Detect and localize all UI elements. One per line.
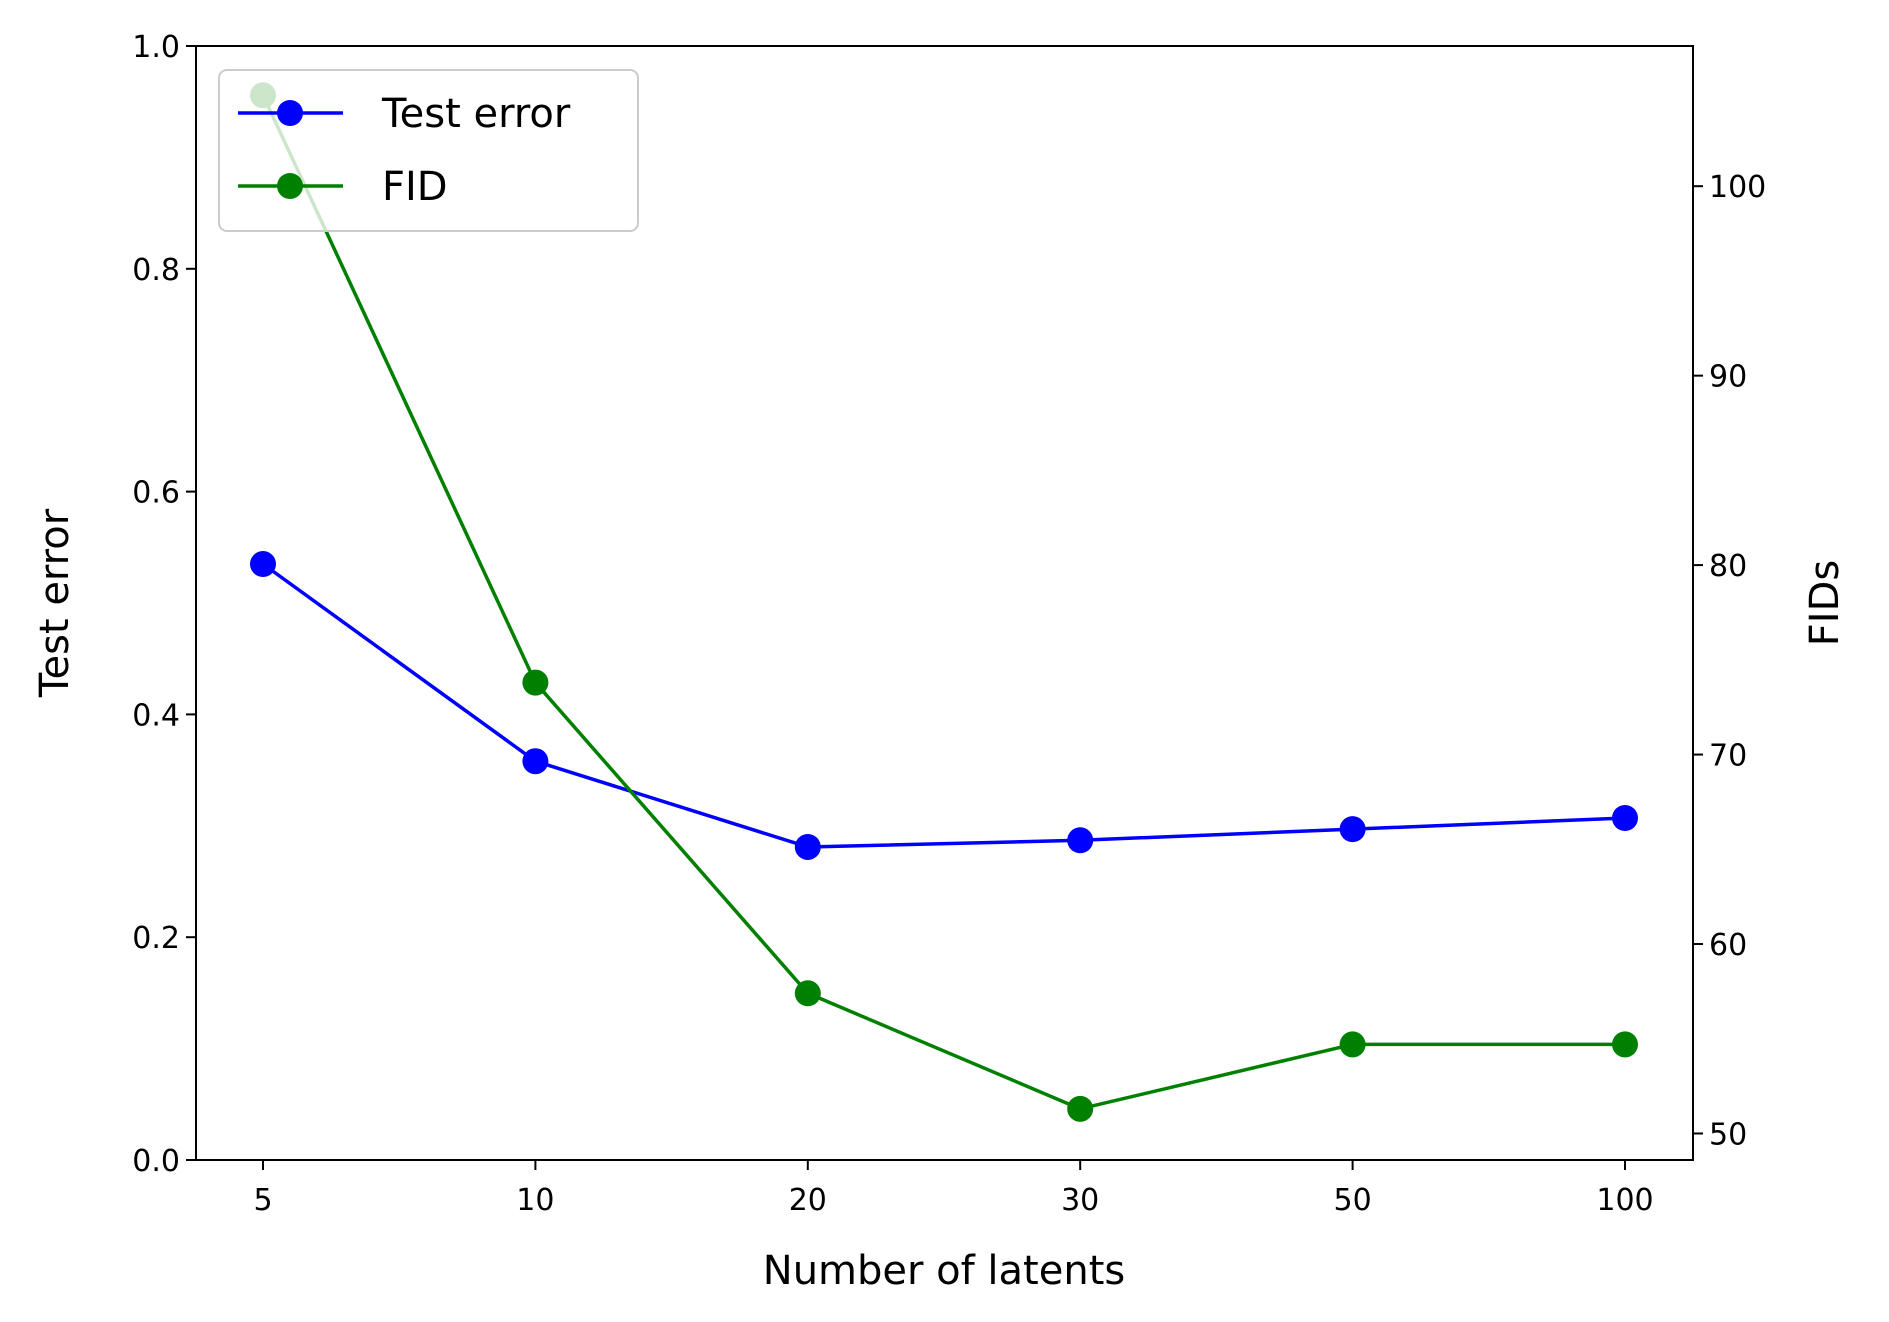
data-point-test-error bbox=[1067, 827, 1094, 854]
legend: Test error FID bbox=[218, 69, 639, 232]
right-tick-label: 90 bbox=[1709, 360, 1747, 395]
plot-marks bbox=[250, 82, 1638, 1122]
left-axis-ticks: 0.0 0.2 0.4 0.6 0.8 1.0 bbox=[132, 30, 196, 1179]
x-tick-label: 5 bbox=[253, 1183, 272, 1218]
legend-label-test-error: Test error bbox=[381, 91, 571, 137]
x-tick-label: 50 bbox=[1334, 1183, 1372, 1218]
legend-label-fid: FID bbox=[382, 164, 448, 210]
x-axis-ticks: 5 10 20 30 50 100 bbox=[253, 1160, 1654, 1218]
right-tick-label: 50 bbox=[1709, 1117, 1747, 1152]
left-tick-label: 0.0 bbox=[132, 1144, 180, 1179]
y-axis-title-right: FIDs bbox=[1802, 560, 1848, 646]
data-point-fid bbox=[522, 669, 549, 696]
right-tick-label: 80 bbox=[1709, 549, 1747, 584]
legend-marker-test-error bbox=[277, 100, 303, 126]
plot-frame bbox=[195, 45, 1694, 1161]
legend-box bbox=[218, 69, 639, 232]
legend-marker-fid bbox=[277, 173, 303, 199]
right-axis-ticks: 50 60 70 80 90 100 bbox=[1693, 170, 1766, 1152]
left-tick-label: 0.2 bbox=[132, 921, 180, 956]
data-point-test-error bbox=[1612, 805, 1638, 832]
left-tick-label: 1.0 bbox=[132, 30, 180, 65]
data-point-test-error bbox=[1339, 816, 1366, 843]
left-tick-label: 0.4 bbox=[132, 698, 180, 733]
x-tick-label: 20 bbox=[789, 1183, 827, 1218]
data-point-test-error bbox=[250, 551, 276, 578]
series-line-test-error bbox=[261, 562, 1626, 849]
data-point-fid bbox=[794, 980, 821, 1007]
right-tick-label: 70 bbox=[1709, 739, 1747, 774]
right-tick-label: 60 bbox=[1709, 928, 1747, 963]
right-tick-label: 100 bbox=[1709, 170, 1766, 205]
data-point-test-error bbox=[522, 748, 549, 775]
x-tick-label: 100 bbox=[1596, 1183, 1653, 1218]
x-axis-title: Number of latents bbox=[763, 1248, 1125, 1294]
x-tick-label: 10 bbox=[516, 1183, 554, 1218]
data-point-fid bbox=[1067, 1095, 1094, 1122]
left-tick-label: 0.8 bbox=[132, 253, 180, 288]
y-axis-title-left: Test error bbox=[32, 508, 78, 698]
data-point-fid bbox=[1339, 1031, 1366, 1058]
data-point-test-error bbox=[794, 833, 821, 860]
data-point-fid bbox=[1612, 1031, 1638, 1058]
left-tick-label: 0.6 bbox=[132, 476, 180, 511]
x-tick-label: 30 bbox=[1061, 1183, 1099, 1218]
series-line-fid bbox=[261, 94, 1625, 1111]
